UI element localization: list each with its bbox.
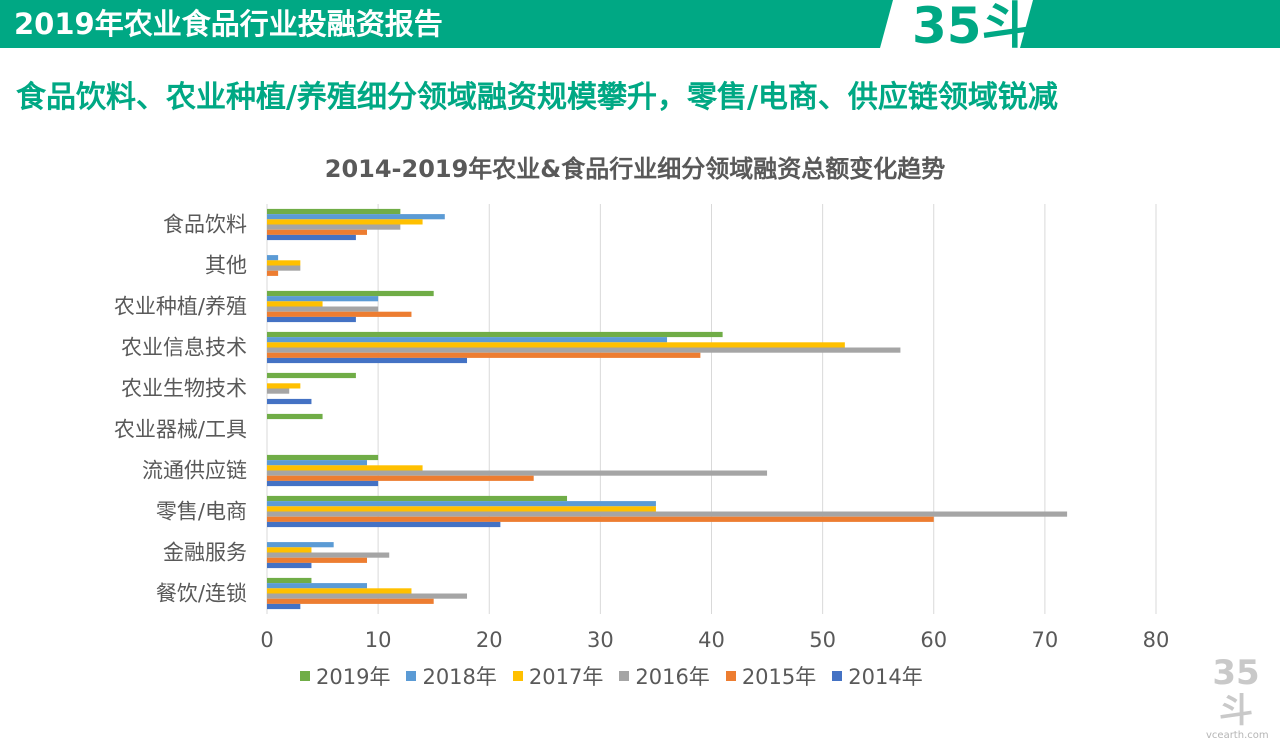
legend-item: 2015年: [725, 661, 817, 691]
category-label: 其他: [205, 254, 247, 278]
bar-2019年: [267, 413, 323, 420]
category-label: 食品饮料: [163, 213, 247, 237]
bar-2017年: [267, 547, 312, 553]
bar-2018年: [267, 583, 368, 589]
bar-2014年: [267, 234, 356, 241]
category-label: 餐饮/连锁: [156, 582, 247, 606]
category-label: 农业器械/工具: [114, 418, 247, 442]
category-label: 流通供应链: [142, 459, 247, 483]
legend-label: 2017年: [528, 665, 604, 689]
bar-2019年: [267, 577, 312, 584]
x-tick-label: 80: [1143, 628, 1170, 652]
bar-2017年: [267, 588, 412, 594]
report-title: 2019年农业食品行业投融资报告: [14, 7, 443, 41]
legend-swatch: [300, 671, 310, 681]
x-tick-label: 40: [698, 628, 725, 652]
legend-item: 2016年: [619, 661, 710, 691]
category-label: 农业信息技术: [121, 336, 247, 360]
legend-swatch: [832, 671, 843, 681]
legend-item: 2019年: [300, 661, 390, 691]
bar-2016年: [267, 552, 390, 558]
bar-2016年: [267, 388, 290, 394]
bar-2017年: [267, 301, 323, 307]
legend-label: 2015年: [741, 665, 817, 689]
bar-2014年: [267, 521, 501, 528]
slide-subtitle: 食品饮料、农业种植/养殖细分领域融资规模攀升，零售/电商、供应链领域锐减: [16, 80, 1058, 115]
bar-2018年: [267, 501, 656, 507]
x-tick-label: 10: [365, 628, 392, 652]
legend-item: 2014年: [832, 661, 923, 691]
bar-2014年: [267, 398, 312, 405]
legend-label: 2014年: [848, 665, 923, 689]
category-label: 金融服务: [163, 541, 247, 565]
bar-2016年: [267, 306, 379, 312]
brand-logo: 35斗: [912, 0, 1032, 55]
bar-2015年: [267, 598, 434, 604]
bar-2015年: [267, 229, 368, 235]
bar-2018年: [267, 255, 279, 261]
chart-legend: 2019年 2018年 2017年 2016年 2015年 2014年: [300, 662, 939, 690]
bar-2015年: [267, 270, 279, 276]
bar-2015年: [267, 557, 368, 563]
legend-label: 2019年: [316, 665, 391, 689]
x-tick-label: 20: [476, 628, 503, 652]
bar-2017年: [267, 506, 656, 512]
header-bar: [0, 0, 1280, 48]
bar-2016年: [267, 224, 401, 230]
bar-chart: 0 10 20 30 40 50 60 70 80 食品饮料其他农业种植/养殖农业信息技术农业生物…: [114, 204, 1170, 652]
legend-swatch: [619, 671, 630, 681]
bar-2017年: [267, 342, 845, 348]
bar-2017年: [267, 383, 301, 389]
x-tick-label: 0: [260, 628, 273, 652]
bar-2014年: [267, 562, 312, 569]
category-label: 农业种植/养殖: [114, 295, 247, 319]
watermark: 35斗 vcearth.com: [1206, 654, 1269, 741]
bar-2016年: [267, 265, 301, 271]
bar-2016年: [267, 470, 768, 476]
x-tick-label: 30: [587, 628, 614, 652]
bar-2016年: [267, 593, 468, 599]
legend-label: 2018年: [422, 665, 497, 689]
bar-2017年: [267, 260, 301, 266]
watermark-logo: 35斗: [1212, 653, 1260, 731]
bar-2016年: [267, 511, 1068, 517]
watermark-url: vcearth.com: [1206, 730, 1269, 741]
bar-2019年: [267, 331, 723, 338]
bar-2016年: [267, 347, 901, 353]
bar-2018年: [267, 337, 668, 343]
bar-2014年: [267, 603, 301, 610]
chart-title: 2014-2019年农业&食品行业细分领域融资总额变化趋势: [324, 155, 946, 183]
bar-2015年: [267, 352, 701, 358]
bar-2014年: [267, 357, 468, 364]
bar-2015年: [267, 311, 412, 317]
bar-2019年: [267, 208, 401, 215]
bar-2018年: [267, 296, 379, 302]
bar-2019年: [267, 495, 568, 502]
bar-2018年: [267, 460, 368, 466]
x-tick-label: 70: [1032, 628, 1059, 652]
bar-2015年: [267, 516, 934, 522]
x-tick-label: 60: [920, 628, 947, 652]
bar-2014年: [267, 316, 356, 323]
bar-2018年: [267, 542, 334, 548]
bar-2018年: [267, 214, 445, 220]
legend-item: 2017年: [512, 661, 604, 691]
bar-2017年: [267, 465, 423, 471]
legend-swatch: [725, 671, 736, 681]
category-label: 零售/电商: [156, 500, 247, 524]
bar-2019年: [267, 290, 434, 297]
legend-item: 2018年: [406, 661, 497, 691]
bar-2019年: [267, 372, 356, 379]
bar-2015年: [267, 475, 534, 481]
x-tick-label: 50: [809, 628, 836, 652]
category-label: 农业生物技术: [121, 377, 247, 401]
legend-swatch: [406, 671, 417, 681]
bar-2019年: [267, 454, 379, 461]
legend-label: 2016年: [635, 665, 710, 689]
bar-2017年: [267, 219, 423, 225]
legend-swatch: [512, 671, 523, 681]
bar-2014年: [267, 480, 379, 487]
